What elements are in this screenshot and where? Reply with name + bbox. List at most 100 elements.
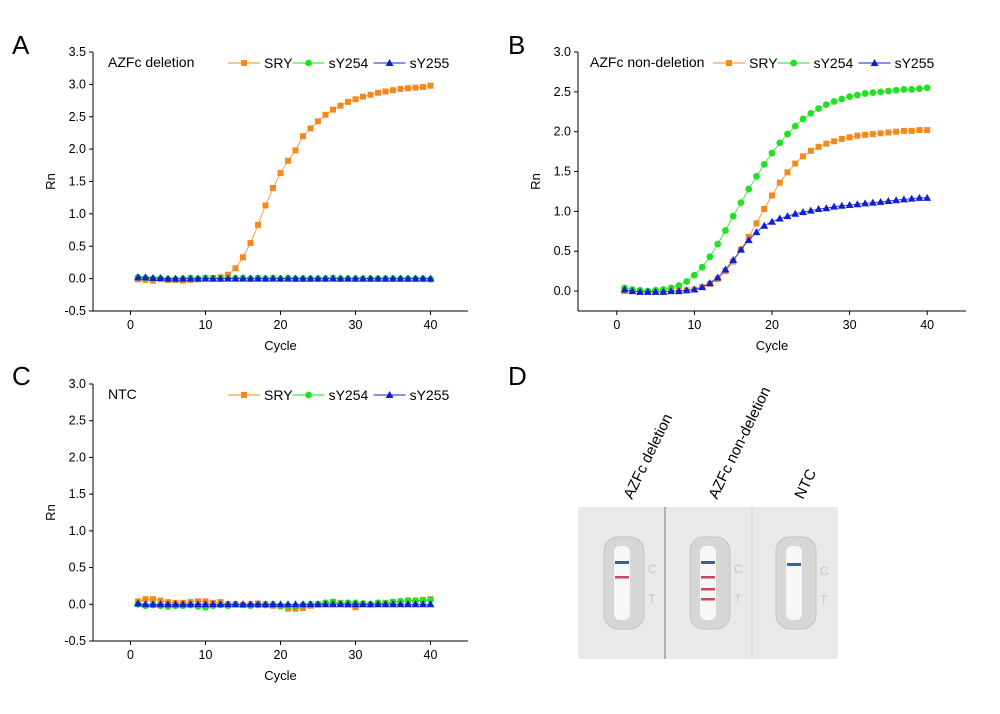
mark-c: C — [648, 562, 657, 576]
plot-annotation: AZFc non-deletion — [590, 54, 704, 70]
data-point-sy254 — [869, 89, 877, 97]
data-point-sy254 — [916, 85, 923, 93]
data-point-sy255 — [651, 287, 660, 295]
strip-membrane — [786, 546, 802, 620]
data-point-sry — [769, 192, 775, 199]
data-point-sry — [382, 88, 389, 95]
data-point-sy255 — [276, 274, 285, 282]
data-point-sy254 — [737, 199, 745, 207]
data-point-sy255 — [246, 274, 255, 282]
y-tick-label: 0.5 — [554, 244, 571, 258]
data-point-sry — [300, 133, 306, 140]
data-point-sry — [270, 184, 276, 191]
data-point-sy255 — [329, 274, 337, 282]
x-tick-label: 20 — [274, 318, 288, 332]
y-tick-label: 1.0 — [69, 524, 86, 538]
data-point-sy255 — [156, 273, 165, 281]
data-point-sry — [337, 102, 344, 109]
data-point-sy255 — [674, 287, 683, 295]
data-point-sy255 — [636, 287, 645, 295]
data-point-sy254 — [822, 101, 830, 108]
y-tick-label: 2.5 — [69, 414, 86, 428]
data-point-sry — [784, 169, 791, 176]
data-point-sry — [232, 265, 239, 272]
data-point-sry — [360, 93, 366, 100]
data-point-sy254 — [892, 86, 900, 94]
data-point-sy255 — [923, 193, 932, 201]
x-tick-label: 10 — [687, 318, 701, 332]
mark-t: T — [734, 592, 742, 606]
x-axis-label: Cycle — [264, 338, 297, 353]
data-point-sry — [838, 135, 845, 142]
data-point-sy254 — [838, 95, 846, 103]
x-tick-label: 30 — [843, 318, 857, 332]
data-point-sy255 — [171, 274, 180, 282]
data-point-sy255 — [351, 600, 360, 608]
data-point-sy255 — [419, 600, 427, 608]
strip-label-azfc-deletion: AZFc deletion — [620, 411, 676, 502]
data-point-sy255 — [344, 600, 352, 608]
data-point-sy254 — [807, 109, 815, 117]
data-point-sry — [375, 89, 381, 96]
data-point-sry — [322, 111, 329, 118]
x-tick-label: 10 — [199, 318, 213, 332]
strip-label-azfc-non-deletion: AZFc non-deletion — [705, 384, 774, 502]
data-point-sry — [367, 91, 374, 98]
data-point-sy255 — [868, 198, 877, 206]
series-line-sy255 — [624, 197, 928, 293]
data-point-sy255 — [201, 274, 210, 282]
test-line — [701, 576, 715, 579]
data-point-sy255 — [799, 208, 808, 216]
data-point-sy254 — [791, 122, 799, 130]
control-line — [615, 561, 629, 564]
data-point-sy255 — [729, 255, 738, 263]
data-point-sy255 — [381, 274, 390, 282]
data-point-sry — [427, 82, 434, 89]
data-point-sy255 — [736, 245, 745, 253]
data-point-sy254 — [683, 278, 691, 285]
y-tick-label: 0.5 — [69, 561, 86, 575]
x-axis-label: Cycle — [264, 668, 297, 683]
data-point-sy255 — [224, 274, 232, 282]
data-point-sy255 — [853, 200, 862, 208]
legend-marker-sy255 — [385, 391, 394, 398]
legend-marker-sy254 — [790, 59, 797, 67]
legend-marker-sry — [241, 60, 247, 66]
data-point-sy255 — [359, 274, 367, 282]
data-point-sry — [908, 127, 915, 134]
data-point-sy254 — [427, 596, 434, 604]
data-point-sy255 — [783, 212, 792, 220]
data-point-sy255 — [284, 600, 292, 608]
data-point-sy255 — [359, 600, 367, 608]
data-point-sy255 — [134, 273, 142, 281]
x-tick-label: 20 — [765, 318, 779, 332]
data-point-sy254 — [799, 115, 807, 123]
legend-label-sry: SRY — [264, 387, 293, 403]
chart-b: 0.0 0.5 1.0 1.5 2.0 2.5 3.0 0 10 20 30 40 Cycle Rn AZF… — [528, 45, 966, 353]
data-point-sy254 — [861, 90, 869, 97]
data-point-sy255 — [329, 600, 337, 608]
data-point-sy255 — [752, 228, 761, 236]
data-point-sy255 — [411, 600, 420, 608]
data-point-sry — [330, 106, 336, 113]
data-point-sry — [815, 143, 822, 150]
data-point-sy255 — [705, 279, 714, 287]
data-point-sy255 — [164, 600, 172, 608]
panel-label-b: B — [508, 30, 525, 60]
panel-label-a: A — [12, 30, 30, 60]
data-point-sy254 — [698, 263, 706, 271]
data-point-sy255 — [231, 274, 240, 282]
legend-label-sy254: sY254 — [329, 387, 369, 403]
data-point-sy255 — [171, 600, 180, 608]
data-point-sy255 — [620, 285, 629, 293]
data-point-sy255 — [643, 287, 652, 295]
data-point-sy255 — [134, 599, 142, 607]
data-point-sy255 — [141, 600, 150, 608]
data-point-sry — [292, 147, 299, 154]
data-point-sy255 — [366, 600, 375, 608]
data-point-sy255 — [861, 199, 870, 207]
data-point-sry — [390, 87, 396, 94]
data-point-sy255 — [892, 196, 901, 204]
x-tick-label: 40 — [424, 318, 438, 332]
